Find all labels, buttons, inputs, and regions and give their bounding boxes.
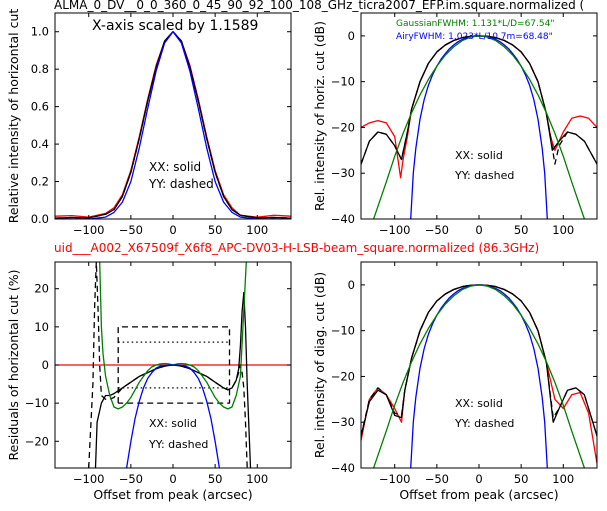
x-tick-label: 50 — [514, 472, 529, 486]
y-tick-label: 0 — [348, 278, 355, 292]
y-tick-label: −40 — [331, 212, 355, 226]
y-axis-label: Residuals of horizontal cut (%) — [6, 270, 21, 461]
x-tick-label: 100 — [246, 223, 268, 237]
x-tick-label: −100 — [379, 472, 411, 486]
annotation-text: YY: dashed — [454, 417, 514, 430]
series-line-2 — [55, 31, 291, 219]
chart-p2: −100 −50 0 50 100 0 −10 −20 −30 −40 Rel. intensity… — [312, 12, 598, 237]
x-axis-label: Offset from peak (arcsec) — [399, 487, 558, 502]
y-axis-label: Rel. intensity of diag. cut (dB) — [312, 272, 327, 458]
chart-p4: −100 −50 0 50 100 0 −10 −20 −30 −40 Rel. intensity… — [312, 261, 598, 502]
x-tick-label: 0 — [475, 223, 482, 237]
annotation-text: YY: dashed — [148, 438, 208, 451]
y-tick-label: 0 — [348, 29, 355, 43]
y-tick-label: 10 — [34, 320, 49, 334]
series-line-4 — [372, 35, 586, 219]
figure-mid-title: uid___A002_X67509f_X6f8_APC-DV03-H-LSB-b… — [54, 241, 539, 255]
annotation-text: XX: solid — [455, 149, 503, 162]
series-line-4 — [372, 284, 586, 468]
annotation-text: X-axis scaled by 1.1589 — [92, 18, 258, 34]
x-tick-label: 100 — [552, 472, 574, 486]
y-tick-label: 1.0 — [31, 25, 49, 39]
figure-top-title: ALMA_0_DV__0_0_360_0_45_90_92_100_108_GH… — [54, 0, 584, 12]
plots-layer: −100 −50 0 50 1000.00.20.40.60.81.0Relative … — [6, 9, 598, 502]
x-tick-label: 50 — [208, 472, 223, 486]
x-axis-label: Offset from peak (arcsec) — [93, 487, 252, 502]
series-line-2 — [361, 284, 597, 437]
y-tick-label: 20 — [34, 282, 49, 296]
x-tick-label: 0 — [475, 472, 482, 486]
series-line-5 — [88, 262, 248, 468]
series-group — [55, 31, 291, 219]
series-line-3 — [55, 31, 291, 219]
plot-frame — [360, 261, 598, 469]
y-tick-label: 0 — [42, 358, 49, 372]
x-tick-label: 100 — [246, 472, 268, 486]
annotation-text: XX: solid — [149, 160, 201, 174]
series-line-7 — [125, 364, 221, 468]
y-tick-label: 0.8 — [31, 62, 49, 76]
y-tick-label: −40 — [331, 461, 355, 475]
plot-frame — [360, 12, 598, 220]
series-line-3 — [410, 284, 548, 468]
annotation-text: XX: solid — [149, 417, 197, 430]
x-tick-label: −100 — [73, 223, 105, 237]
chart-p1: −100 −50 0 50 100 0.0 0.2 0.4 0.6 0.8 1.0 Relative … — [6, 9, 292, 237]
x-tick-label: 50 — [514, 223, 529, 237]
series-line-3 — [410, 35, 548, 219]
x-tick-label: −50 — [425, 223, 449, 237]
y-axis-label: Rel. intensity of horiz. cut (dB) — [312, 21, 327, 211]
y-tick-label: −20 — [25, 434, 49, 448]
series-line-1 — [117, 326, 231, 404]
x-tick-label: 0 — [169, 223, 176, 237]
annotation-text: AiryFWHM: 1.023*L/10.7m=68.48" — [396, 32, 553, 42]
y-tick-label: −10 — [25, 396, 49, 410]
y-tick-label: −10 — [331, 75, 355, 89]
x-tick-label: 0 — [169, 472, 176, 486]
x-tick-label: −50 — [119, 223, 143, 237]
y-tick-label: −20 — [331, 369, 355, 383]
series-line-0 — [361, 284, 597, 464]
x-tick-label: 50 — [208, 223, 223, 237]
annotation-text: GaussianFWHM: 1.131*L/D=67.54" — [396, 19, 554, 29]
y-axis-label: Relative intensity of horizontal cut — [6, 9, 21, 224]
annotation-text: XX: solid — [455, 397, 503, 410]
series-group — [361, 284, 597, 468]
annotation-text: YY: dashed — [148, 177, 214, 191]
y-tick-label: −20 — [331, 120, 355, 134]
x-tick-label: 100 — [552, 223, 574, 237]
series-group — [361, 35, 597, 219]
x-tick-label: −50 — [119, 472, 143, 486]
x-tick-label: −100 — [379, 223, 411, 237]
y-tick-label: 0.0 — [31, 212, 49, 226]
series-line-6 — [99, 262, 247, 410]
series-group — [55, 262, 291, 468]
y-tick-label: 0.6 — [31, 100, 49, 114]
x-tick-label: −100 — [73, 472, 105, 486]
y-tick-label: 0.2 — [31, 175, 49, 189]
y-tick-label: −30 — [331, 415, 355, 429]
y-tick-label: −30 — [331, 166, 355, 180]
annotation-text: YY: dashed — [454, 169, 514, 182]
y-tick-label: −10 — [331, 324, 355, 338]
x-tick-label: −50 — [425, 472, 449, 486]
y-tick-label: 0.4 — [31, 137, 49, 151]
